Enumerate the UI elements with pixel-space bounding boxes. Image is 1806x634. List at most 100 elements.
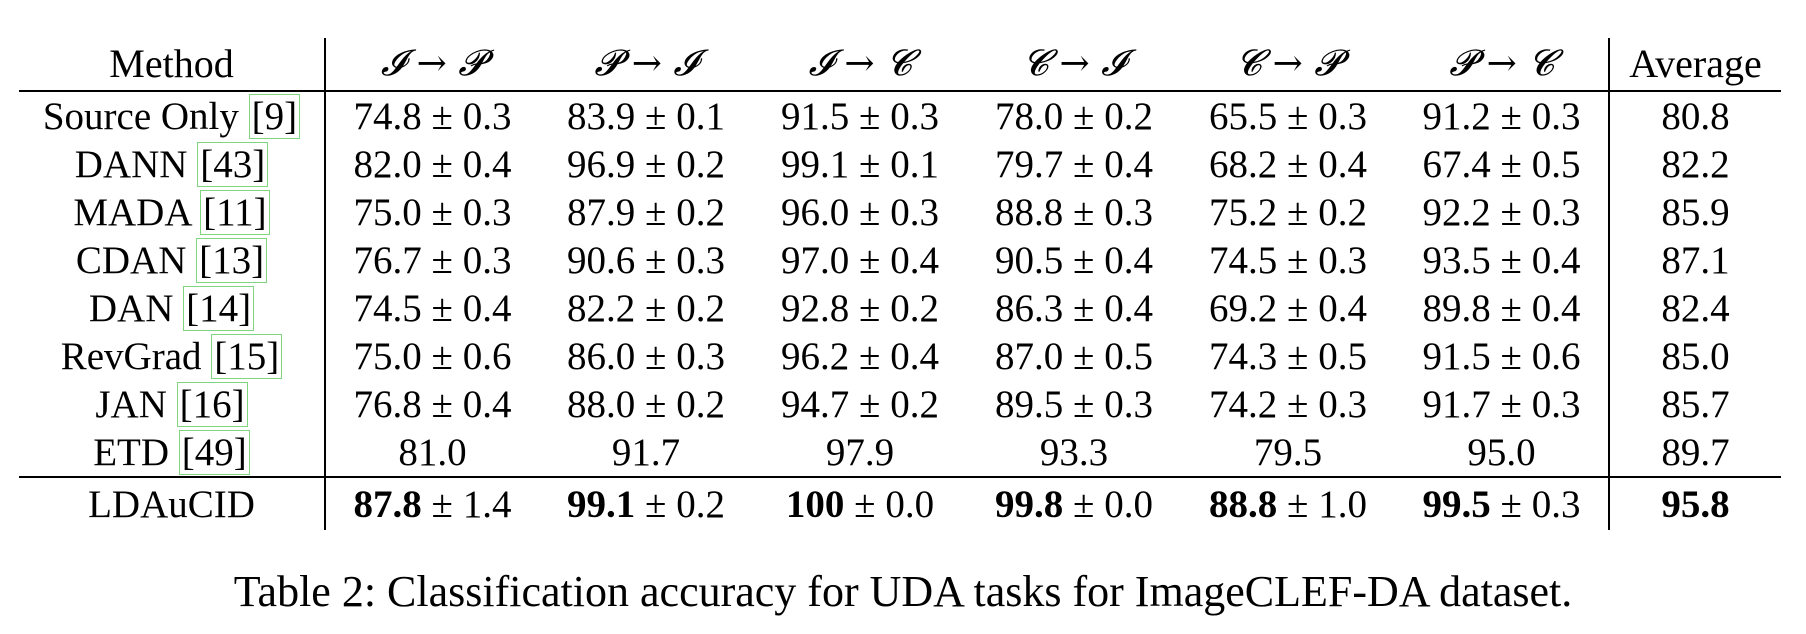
method-cell: LDAuCID [19,476,325,530]
accuracy-mean: 99.1 [567,482,636,526]
accuracy-mean: 74.3 [1209,334,1278,378]
accuracy-std: ± 0.2 [1277,190,1367,234]
accuracy-std: ± 0.3 [1490,94,1581,138]
accuracy-std: ± 0.3 [1277,382,1367,426]
accuracy-std: ± 0.3 [1490,382,1581,426]
method-name: LDAuCID [88,482,255,526]
accuracy-mean: 75.0 [353,190,422,234]
accuracy-std: ± 0.3 [849,94,939,138]
accuracy-mean: 99.1 [781,142,850,186]
citation-link[interactable]: [14] [183,285,255,331]
citation-link[interactable]: [43] [197,141,269,187]
accuracy-mean: 79.5 [1253,430,1323,474]
accuracy-std: ± 0.2 [849,286,939,330]
accuracy-mean: 83.9 [567,94,636,138]
table-row: CDAN [13] 76.7 ± 0.3 90.6 ± 0.3 97.0 ± 0.4 9… [19,236,1781,284]
accuracy-std: ± 0.5 [1490,142,1581,186]
accuracy-mean: 78.0 [995,94,1064,138]
accuracy-cell: 91.7 ± 0.3 [1395,380,1609,428]
accuracy-std: ± 0.2 [635,142,725,186]
accuracy-std: ± 0.5 [1277,334,1367,378]
accuracy-cell: 79.7 ± 0.4 [967,140,1181,188]
method-name: MADA [73,190,191,234]
accuracy-cell: 95.0 [1395,428,1609,477]
accuracy-mean: 100 [785,482,845,526]
accuracy-cell: 74.8 ± 0.3 [324,91,539,140]
accuracy-cell: 88.8 ± 0.3 [967,188,1181,236]
column-header-task: 𝓟 → 𝓒 [1395,38,1609,92]
accuracy-std: ± 0.4 [1277,286,1367,330]
citation-link[interactable]: [13] [196,237,268,283]
column-header-task: 𝓘 → 𝓒 [753,38,967,92]
accuracy-std: ± 0.5 [1063,334,1153,378]
accuracy-std: ± 0.3 [1063,382,1153,426]
average-cell: 82.2 [1608,140,1781,188]
accuracy-cell: 81.0 [324,428,539,477]
accuracy-std: ± 0.1 [849,142,939,186]
accuracy-mean: 89.5 [995,382,1064,426]
accuracy-cell: 97.9 [753,428,967,477]
accuracy-mean: 82.2 [567,286,636,330]
accuracy-cell: 91.7 [539,428,753,477]
accuracy-cell: 92.2 ± 0.3 [1395,188,1609,236]
method-cell: MADA [11] [19,188,325,236]
accuracy-std: ± 0.3 [1490,190,1581,234]
accuracy-std: ± 0.2 [849,382,939,426]
method-cell: Source Only [9] [19,91,325,140]
accuracy-std: ± 0.4 [1490,286,1581,330]
accuracy-mean: 95.0 [1467,430,1536,474]
accuracy-cell: 96.2 ± 0.4 [753,332,967,380]
table-row: DAN [14] 74.5 ± 0.4 82.2 ± 0.2 92.8 ± 0.2 86… [19,284,1781,332]
accuracy-mean: 82.0 [353,142,422,186]
accuracy-std: ± 0.4 [849,334,939,378]
accuracy-cell: 82.0 ± 0.4 [324,140,539,188]
citation-link[interactable]: [49] [178,429,250,475]
accuracy-mean: 86.3 [995,286,1064,330]
accuracy-std: ± 0.4 [1490,238,1581,282]
accuracy-cell: 88.0 ± 0.2 [539,380,753,428]
accuracy-mean: 96.9 [567,142,636,186]
method-name: Source Only [42,94,239,138]
accuracy-mean: 75.0 [353,334,422,378]
accuracy-mean: 68.2 [1209,142,1278,186]
accuracy-cell: 86.0 ± 0.3 [539,332,753,380]
accuracy-std: ± 0.2 [635,190,725,234]
citation-link[interactable]: [16] [176,381,248,427]
accuracy-cell: 90.6 ± 0.3 [539,236,753,284]
accuracy-cell: 74.3 ± 0.5 [1181,332,1395,380]
method-name: JAN [95,382,167,426]
average-cell: 95.8 [1608,476,1781,530]
accuracy-mean: 96.2 [781,334,850,378]
accuracy-cell: 74.2 ± 0.3 [1181,380,1395,428]
accuracy-cell: 91.5 ± 0.3 [753,91,967,140]
column-header-average: Average [1608,38,1781,92]
accuracy-mean: 91.5 [781,94,850,138]
accuracy-mean: 86.0 [567,334,636,378]
column-header-task: 𝓒 → 𝓘 [967,38,1181,92]
accuracy-mean: 91.7 [611,430,681,474]
accuracy-mean: 93.5 [1422,238,1491,282]
accuracy-cell: 99.1 ± 0.1 [753,140,967,188]
accuracy-std: ± 0.3 [1277,238,1367,282]
accuracy-mean: 91.2 [1422,94,1491,138]
accuracy-mean: 96.0 [781,190,850,234]
accuracy-mean: 67.4 [1422,142,1491,186]
accuracy-cell: 69.2 ± 0.4 [1181,284,1395,332]
citation-link[interactable]: [15] [211,333,283,379]
citation-link[interactable]: [9] [248,93,301,139]
accuracy-cell: 79.5 [1181,428,1395,477]
table-row: Source Only [9] 74.8 ± 0.3 83.9 ± 0.1 91.5 … [19,91,1781,140]
accuracy-cell: 82.2 ± 0.2 [539,284,753,332]
accuracy-cell: 75.2 ± 0.2 [1181,188,1395,236]
accuracy-cell: 99.5 ± 0.3 [1395,476,1609,530]
citation-link[interactable]: [11] [200,189,270,235]
accuracy-mean: 76.8 [353,382,422,426]
table-caption: Table 2: Classification accuracy for UDA… [233,567,1573,616]
accuracy-mean: 94.7 [781,382,850,426]
accuracy-mean: 75.2 [1209,190,1278,234]
accuracy-std: ± 1.4 [421,482,512,526]
table-body: Source Only [9] 74.8 ± 0.3 83.9 ± 0.1 91.5 … [19,91,1781,530]
accuracy-cell: 89.5 ± 0.3 [967,380,1181,428]
